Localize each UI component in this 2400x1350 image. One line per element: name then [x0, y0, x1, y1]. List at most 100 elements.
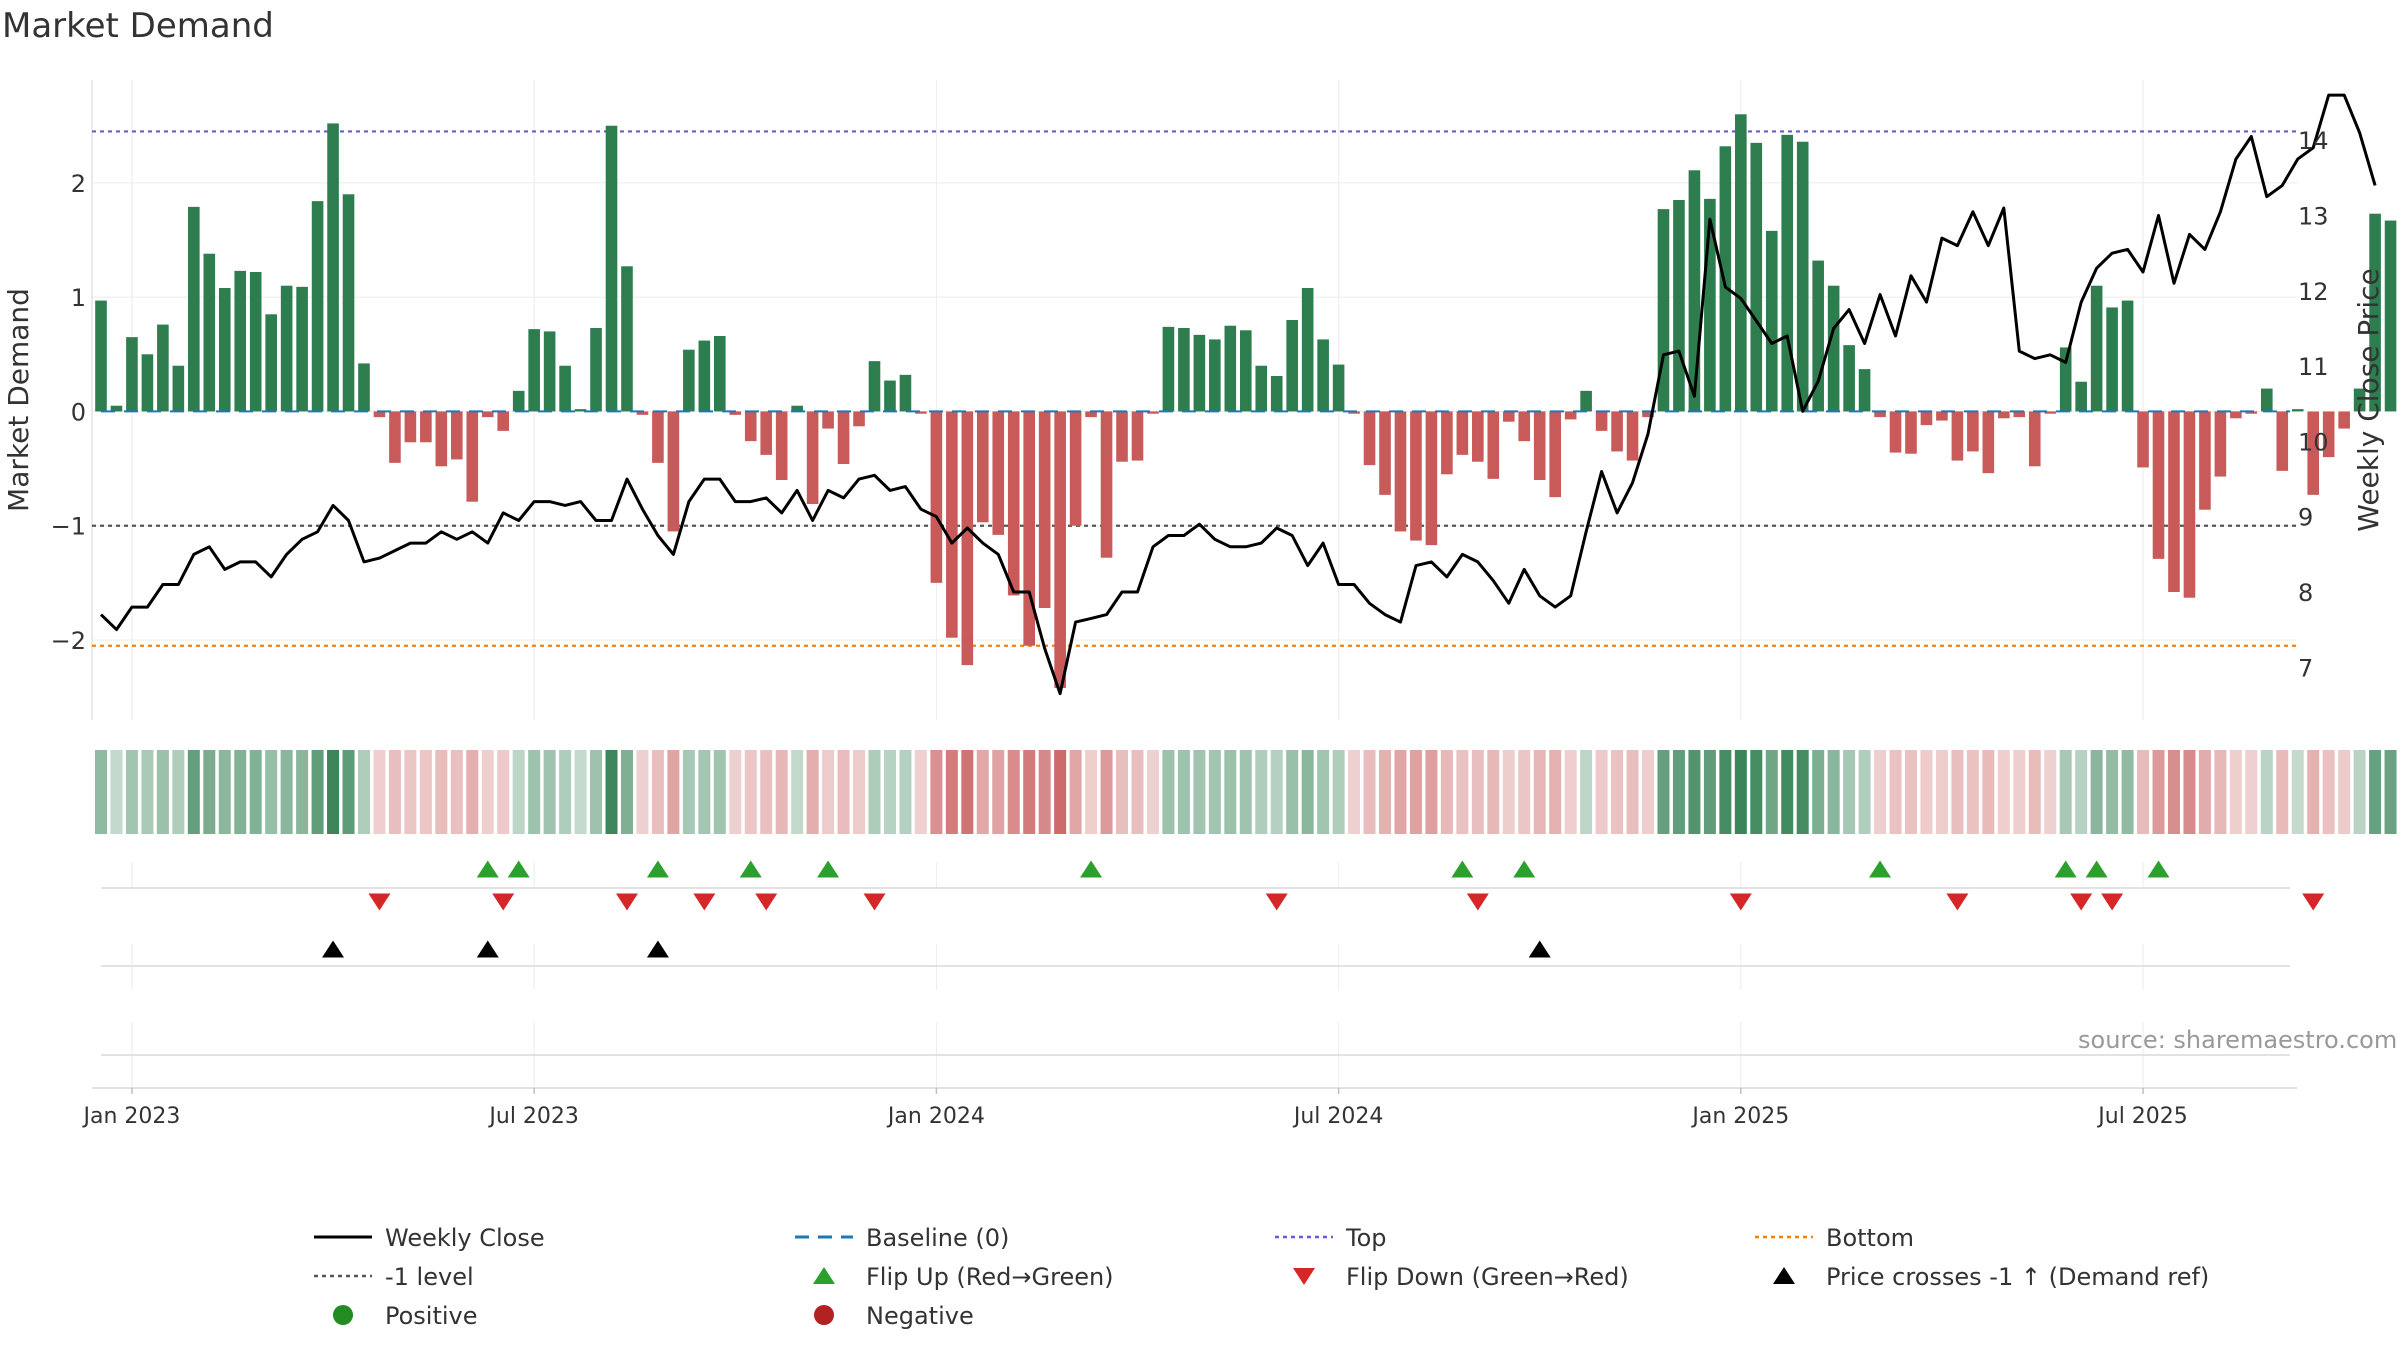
strip-cell [2152, 750, 2165, 834]
strip-cell [760, 750, 773, 834]
legend-label: Flip Down (Green→Red) [1346, 1263, 1629, 1291]
demand-bar [1518, 411, 1531, 442]
demand-bar [327, 123, 339, 412]
strip-cell [930, 750, 943, 834]
y-tick-right: 12 [2298, 278, 2329, 306]
demand-bar [791, 405, 803, 412]
strip-cell [744, 750, 757, 834]
demand-bar [1472, 411, 1484, 462]
strip-cell [636, 750, 649, 834]
strip-cell [404, 750, 417, 834]
demand-bar [714, 336, 726, 412]
demand-bar [976, 411, 989, 523]
flip-down-marker [1265, 893, 1288, 911]
demand-bar [1301, 288, 1314, 412]
strip-cell [1379, 750, 1392, 834]
flip-up-marker [1869, 860, 1892, 878]
demand-bar [822, 411, 834, 429]
demand-bar [1967, 411, 1979, 452]
strip-cell [729, 750, 742, 834]
demand-bar [2183, 411, 2196, 598]
flip-up-marker [646, 860, 669, 878]
demand-bar [1765, 230, 1778, 412]
strip-cell [2183, 750, 2196, 834]
strip-cell [1703, 750, 1716, 834]
strip-cell [218, 750, 231, 834]
strip-cell [713, 750, 726, 834]
strip-cell [2322, 750, 2335, 834]
demand-bar [1317, 339, 1329, 412]
legend-swatch [1293, 1268, 1315, 1285]
demand-bar [1255, 365, 1268, 412]
chart-title: Market Demand [2, 6, 274, 46]
strip-cell [234, 750, 247, 834]
strip-cell [1193, 750, 1206, 834]
y-tick-right: 11 [2298, 353, 2329, 381]
strip-cell [667, 750, 680, 834]
legend-label: Negative [866, 1302, 974, 1330]
strip-cell [1100, 750, 1113, 834]
strip-cell [1858, 750, 1871, 834]
demand-bar [2059, 347, 2072, 412]
demand-bar [389, 411, 401, 463]
legend-item: Flip Up (Red→Green) [813, 1263, 1114, 1291]
y-tick-left: 1 [71, 284, 86, 312]
strip-cell [590, 750, 603, 834]
strip-cell [2384, 750, 2397, 834]
demand-bar [1131, 411, 1144, 461]
strip-cell [791, 750, 804, 834]
demand-bar [311, 201, 324, 412]
demand-bar [1580, 390, 1592, 412]
demand-bar [1209, 339, 1221, 412]
strip-cell [172, 750, 185, 834]
price-cross-marker [322, 940, 345, 958]
demand-bar [1704, 198, 1716, 412]
strip-cell [1208, 750, 1221, 834]
strip-cell [1549, 750, 1562, 834]
demand-bar [1549, 411, 1561, 498]
demand-bar [1085, 411, 1097, 418]
strip-cell [1085, 750, 1098, 834]
flip-down-marker [492, 893, 515, 911]
demand-bar [1100, 411, 1113, 558]
y-tick-right: 7 [2298, 654, 2313, 682]
demand-bar [1982, 411, 1995, 474]
demand-bar [1162, 326, 1175, 412]
flip-down-marker [863, 893, 886, 911]
strip-cell [296, 750, 309, 834]
demand-bar [234, 270, 247, 412]
demand-bar [188, 206, 200, 412]
strip-cell [1889, 750, 1902, 834]
demand-bar [420, 411, 432, 443]
strip-cell [1224, 750, 1237, 834]
demand-bar [2261, 388, 2273, 412]
demand-bar [806, 411, 819, 504]
demand-bar [2230, 411, 2242, 419]
strip-cell [883, 750, 896, 834]
legend-label: Top [1345, 1224, 1387, 1252]
legend-label: Positive [385, 1302, 478, 1330]
price-layer [99, 93, 2377, 696]
strip-cell [466, 750, 479, 834]
strip-cell [388, 750, 401, 834]
strip-cell [2369, 750, 2382, 834]
demand-bar [1611, 411, 1623, 452]
strip-cell [992, 750, 1005, 834]
strip-cell [1611, 750, 1624, 834]
demand-bar [528, 329, 540, 412]
strip-cell [2229, 750, 2242, 834]
legend-label: Flip Up (Red→Green) [866, 1263, 1114, 1291]
flip-down-marker [2101, 893, 2124, 911]
demand-bar [141, 354, 154, 412]
demand-bar [915, 411, 927, 414]
strip-cell [1781, 750, 1794, 834]
demand-bar [1796, 141, 1809, 412]
strip-cell [1348, 750, 1361, 834]
strip-cell [1827, 750, 1840, 834]
strip-cell [187, 750, 200, 834]
demand-bar [1750, 142, 1763, 412]
demand-bar [2338, 411, 2350, 429]
strip-cell [2198, 750, 2211, 834]
demand-bar [265, 314, 277, 412]
